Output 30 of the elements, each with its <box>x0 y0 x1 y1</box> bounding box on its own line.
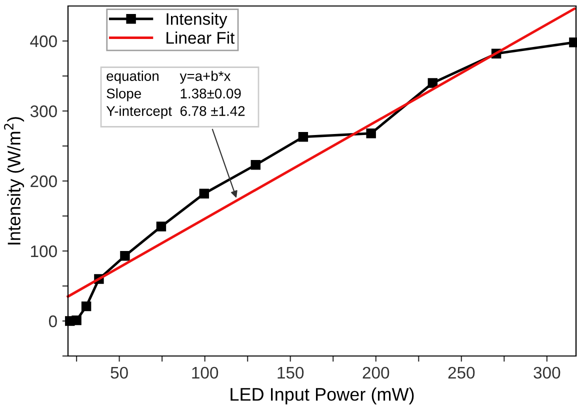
point <box>250 160 260 170</box>
y-axis-title: Intensity (W/m$^{2}$) <box>4 117 24 244</box>
x-tick-label: 150 <box>278 366 304 379</box>
annotation: Y-intercept <box>106 106 172 119</box>
annotation: equation <box>106 70 158 84</box>
y-tick-label: 200 <box>30 175 57 188</box>
legend-label: Linear Fit <box>166 32 235 44</box>
y-tick-label: 300 <box>30 105 57 118</box>
point <box>120 251 130 261</box>
point <box>156 222 166 232</box>
point <box>428 78 438 88</box>
x-axis-title: LED Input Power (mW) <box>230 388 414 404</box>
point <box>81 301 92 312</box>
y-tick-label: 0 <box>48 315 57 328</box>
point <box>199 188 210 198</box>
point <box>72 315 82 326</box>
legend-label: Intensity <box>166 12 228 28</box>
point <box>366 128 376 138</box>
x-tick-label: 200 <box>362 366 390 379</box>
y-tick-label: 400 <box>30 35 57 48</box>
annotation: y=a+b*x <box>180 70 231 84</box>
annotation: Slope <box>106 88 142 102</box>
annotation: 6.78 ±1.42 <box>180 106 245 116</box>
x-tick-label: 50 <box>110 366 128 379</box>
y-tick-label: 100 <box>31 245 57 258</box>
x-tick-label: 250 <box>448 366 475 379</box>
point <box>298 132 308 142</box>
x-tick-label: 100 <box>192 366 218 379</box>
annotation: 1.38±0.09 <box>180 88 241 98</box>
x-tick-label: 300 <box>534 366 560 379</box>
